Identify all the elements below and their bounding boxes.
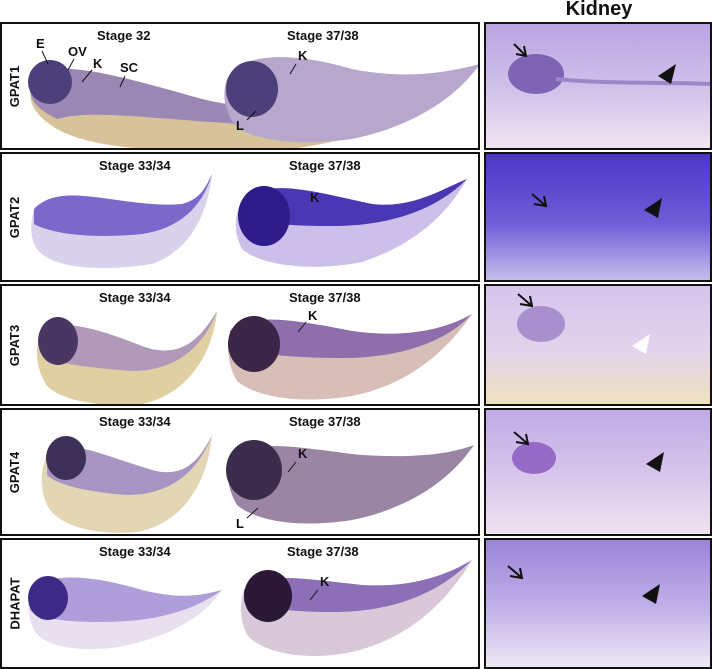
label-e: E [36,36,45,51]
label-ov: OV [68,44,87,59]
stage-right-label: Stage 37/38 [289,414,361,429]
label-l: L [236,118,244,133]
embryo-panel-gpat3: GPAT3 Stage 33/34 Stage 37/38 K [0,284,480,406]
arrowhead-icon [646,452,664,472]
embryo-panel-gpat4: GPAT4 Stage 33/34 Stage 37/38 K L [0,408,480,536]
stage-left-label: Stage 33/34 [99,158,171,173]
arrowhead-icon [644,198,662,218]
stage-left-label: Stage 33/34 [99,414,171,429]
kidney-panel-dhapat [484,538,712,669]
stage-left-label: Stage 33/34 [99,544,171,559]
kidney-panel-gpat4 [484,408,712,536]
label-k-right: K [310,190,320,205]
arrowhead-icon [658,64,676,84]
open-arrow-icon [513,43,527,57]
arrowhead-icon [632,334,650,354]
embryo-illustrations [41,435,474,533]
stage-right-label: Stage 37/38 [289,290,361,305]
kidney-closeup [517,293,650,354]
stage-left-label: Stage 33/34 [99,290,171,305]
stage-left-label: Stage 32 [97,28,151,43]
label-k-right: K [298,446,308,461]
kidney-closeup [507,565,660,604]
annotation-arrows: K [309,574,330,601]
annotation-arrows: K [297,308,318,333]
kidney-panel-gpat2 [484,152,712,282]
label-k-right: K [320,574,330,589]
stage-right-label: Stage 37/38 [289,158,361,173]
open-arrow-icon [507,565,523,579]
open-arrow-icon [517,293,533,307]
annotation-arrows: K [310,190,320,205]
kidney-column-title: Kidney [565,0,633,20]
label-k: K [93,56,103,71]
embryo-panel-dhapat: DHAPAT Stage 33/34 Stage 37/38 K [0,538,480,669]
embryo-illustrations [36,311,472,404]
embryo-illustrations [28,57,478,148]
embryo-panel-gpat1: GPAT1 Stage 32 Stage 37/38 E OV K SC K L [0,22,480,150]
annotation-arrows: E OV K SC K L [36,36,308,133]
arrowhead-icon [642,584,660,604]
annotation-arrows: K L [236,446,308,531]
kidney-closeup [512,431,664,474]
stage-right-label: Stage 37/38 [287,544,359,559]
embryo-panel-gpat2: GPAT2 Stage 33/34 Stage 37/38 K [0,152,480,282]
kidney-panel-gpat1 [484,22,712,150]
label-k-right: K [298,48,308,63]
open-arrow-icon [513,431,529,445]
label-sc: SC [120,60,139,75]
kidney-panel-gpat3 [484,284,712,406]
open-arrow-icon [531,193,547,207]
kidney-closeup [531,193,662,218]
embryo-illustrations [31,174,467,269]
stage-right-label: Stage 37/38 [287,28,359,43]
embryo-illustrations [28,560,472,656]
label-k-right: K [308,308,318,323]
kidney-closeup [508,43,710,94]
label-l: L [236,516,244,531]
